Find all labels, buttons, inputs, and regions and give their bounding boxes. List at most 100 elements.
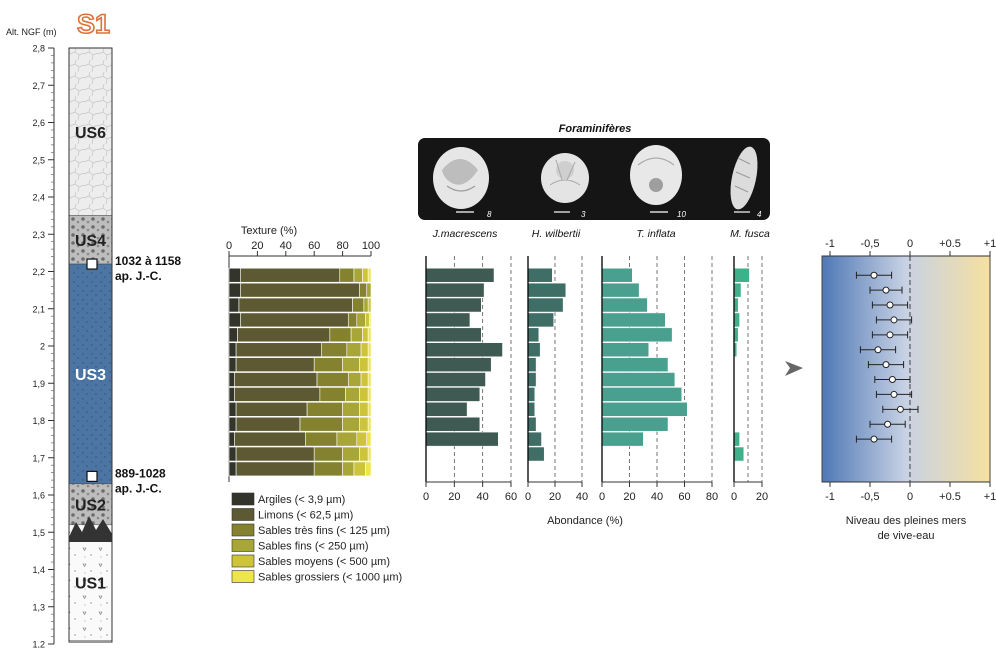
- foram-tick-label: 20: [448, 491, 460, 503]
- foram-specimen-hwilbertii: [541, 153, 589, 203]
- foram-bar: [425, 402, 468, 417]
- foram-bar: [425, 267, 495, 283]
- texture-bar-segment: [235, 461, 315, 477]
- unit-label: US3: [75, 367, 106, 384]
- texture-bar-segment: [235, 342, 322, 358]
- texture-bar-segment: [313, 446, 343, 462]
- texture-bar-segment: [367, 267, 372, 283]
- date-line-2: ap. J.-C.: [115, 481, 162, 495]
- foram-bar: [601, 312, 666, 328]
- sea-level-point: [882, 361, 890, 369]
- texture-tick-label: 60: [308, 240, 320, 252]
- texture-bar-segment: [363, 297, 369, 313]
- texture-bar-segment: [319, 387, 346, 402]
- foram-tick-label: 60: [678, 491, 690, 503]
- texture-bar-segment: [313, 357, 343, 372]
- date-line-2: ap. J.-C.: [115, 269, 162, 283]
- alt-tick-label: 2,5: [32, 155, 45, 165]
- foram-bar: [733, 431, 740, 447]
- texture-bar-segment: [359, 402, 369, 417]
- site-label: S1: [77, 9, 110, 39]
- alt-tick-label: 1,7: [32, 453, 45, 463]
- sea-top-tick-label: 0: [907, 238, 913, 250]
- sea-level-point: [890, 316, 898, 324]
- sea-level-label-1: Niveau des pleines mers: [846, 515, 967, 527]
- foram-tick-label: 0: [599, 491, 605, 503]
- texture-bar-segment: [228, 416, 237, 432]
- foram-bar: [733, 267, 750, 283]
- foram-bar: [601, 267, 633, 283]
- foram-specimen-mfusca: [730, 146, 758, 210]
- legend-swatch: [231, 523, 255, 537]
- foram-bar: [601, 372, 676, 387]
- foram-photo-strip: [418, 138, 770, 220]
- foram-tick-label: 20: [549, 491, 561, 503]
- texture-bar-segment: [228, 387, 235, 402]
- date-marker: [86, 470, 98, 482]
- foram-specimen-tinflata: [630, 145, 682, 205]
- species-name: T. inflata: [636, 228, 675, 240]
- texture-bar-segment: [342, 446, 360, 462]
- alt-tick-label: 1,5: [32, 528, 45, 538]
- alt-tick-label: 1,3: [32, 602, 45, 612]
- foram-bar: [527, 297, 564, 313]
- foram-tick-label: 0: [731, 491, 737, 503]
- legend-label: Sables fins (< 250 µm): [258, 541, 369, 553]
- foram-bar: [425, 282, 485, 298]
- texture-bar-segment: [353, 267, 363, 283]
- foram-tick-label: 20: [623, 491, 635, 503]
- sea-bottom-tick-label: -0,5: [861, 491, 880, 503]
- texture-bar-segment: [367, 387, 372, 402]
- foram-charts: J.macrescens 0 20 40 60 H. wilbertii 0 20 40 T. i…: [423, 228, 770, 503]
- legend-swatch: [231, 570, 255, 583]
- sea-level-chart: -1 -0,5 0 +0.5 +1 -1 -0,5 0 +0.5 +1 Niveau des pl…: [821, 238, 996, 542]
- foram-bar: [601, 387, 682, 402]
- texture-bar-segment: [228, 372, 235, 387]
- texture-bar-segment: [228, 446, 237, 462]
- foram-tick-label: 0: [525, 491, 531, 503]
- foram-bar: [527, 357, 537, 372]
- texture-legend: Argiles (< 3,9 µm) Limons (< 62,5 µm) Sabl…: [231, 492, 402, 584]
- texture-bar-segment: [342, 357, 360, 372]
- texture-bar-segment: [367, 372, 372, 387]
- unit-us4: [68, 215, 113, 265]
- texture-tick-label: 20: [251, 240, 263, 252]
- texture-bar-segment: [329, 327, 352, 343]
- texture-bar-segment: [346, 342, 362, 358]
- texture-bar-segment: [235, 446, 315, 462]
- texture-bar-segment: [240, 312, 349, 328]
- alt-tick-label: 1,9: [32, 379, 45, 389]
- foram-tick-label: 40: [651, 491, 663, 503]
- texture-bar-segment: [238, 297, 353, 313]
- texture-bar-segment: [367, 446, 372, 462]
- texture-bar-segment: [240, 267, 341, 283]
- texture-bar-segment: [367, 342, 372, 358]
- alt-tick-label: 1,6: [32, 491, 45, 501]
- texture-bar-segment: [234, 372, 318, 387]
- texture-bar-segment: [342, 461, 355, 477]
- alt-tick-label: 2,4: [32, 193, 45, 203]
- texture-tick-label: 0: [226, 240, 232, 252]
- foram-bar: [527, 402, 535, 417]
- foram-bar: [527, 372, 537, 387]
- foram-specimen-jmacrescens: [433, 147, 489, 209]
- legend-swatch: [231, 492, 255, 506]
- alt-tick-label: 2,3: [32, 230, 45, 240]
- date-line-1: 1032 à 1158: [115, 254, 181, 268]
- texture-bar-segment: [359, 446, 369, 462]
- foram-tick-label: 40: [576, 491, 588, 503]
- texture-bar-segment: [356, 312, 366, 328]
- texture-bar-segment: [228, 402, 237, 417]
- texture-bar-segment: [345, 387, 360, 402]
- alt-tick-label: 1,8: [32, 416, 45, 426]
- foram-bar: [425, 327, 482, 343]
- sea-level-point: [886, 331, 894, 339]
- foram-title: Foraminifères: [559, 123, 632, 135]
- foram-tick-label: 0: [423, 491, 429, 503]
- texture-bar-segment: [336, 431, 358, 447]
- svg-text:8: 8: [487, 210, 492, 219]
- texture-bar-segment: [360, 342, 369, 358]
- texture-tick-label: 80: [336, 240, 348, 252]
- texture-bar-segment: [235, 402, 308, 417]
- texture-bar-segment: [367, 416, 372, 432]
